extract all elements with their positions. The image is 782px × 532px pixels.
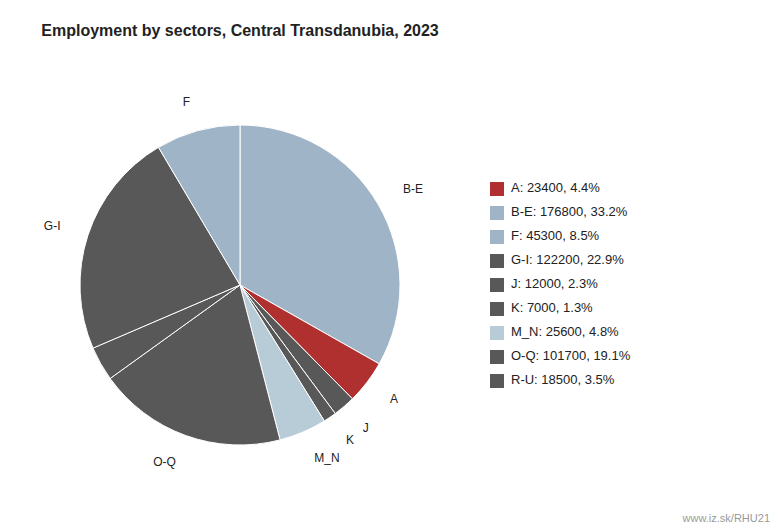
legend-swatch bbox=[490, 182, 504, 196]
legend-swatch bbox=[490, 374, 504, 388]
pie-slice bbox=[158, 125, 240, 285]
slices bbox=[80, 125, 400, 445]
legend-entry: F: 45300, 8.5% bbox=[511, 228, 600, 243]
slice-label: K bbox=[346, 433, 354, 447]
legend-entry: M_N: 25600, 4.8% bbox=[511, 324, 619, 339]
slice-label: B-E bbox=[403, 182, 423, 196]
chart: Employment by sectors, Central Transdanu… bbox=[0, 0, 782, 532]
legend-entry: A: 23400, 4.4% bbox=[511, 180, 600, 195]
legend-swatch bbox=[490, 302, 504, 316]
legend-swatch bbox=[490, 350, 504, 364]
legend-swatch bbox=[490, 278, 504, 292]
watermark: www.iz.sk/RHU21 bbox=[682, 512, 770, 524]
legend-swatch bbox=[490, 206, 504, 220]
legend-swatch bbox=[490, 230, 504, 244]
legend-entry: J: 12000, 2.3% bbox=[511, 276, 598, 291]
slice-label: J bbox=[363, 421, 369, 435]
legend: A: 23400, 4.4% B-E: 176800, 33.2% F: 45300… bbox=[490, 180, 631, 388]
legend-entry: R-U: 18500, 3.5% bbox=[511, 372, 615, 387]
slice-label: F bbox=[183, 95, 190, 109]
slice-label: A bbox=[390, 392, 398, 406]
legend-entry: B-E: 176800, 33.2% bbox=[511, 204, 628, 219]
legend-entry: K: 7000, 1.3% bbox=[511, 300, 593, 315]
title: Employment by sectors, Central Transdanu… bbox=[41, 22, 439, 39]
legend-swatch bbox=[490, 326, 504, 340]
legend-entry: O-Q: 101700, 19.1% bbox=[511, 348, 631, 363]
slice-label: M_N bbox=[314, 451, 339, 465]
slice-label: G-I bbox=[44, 219, 61, 233]
background bbox=[0, 0, 782, 532]
slice-label: O-Q bbox=[153, 455, 176, 469]
slice-labels: B-E A JK M_N O-Q G-I F bbox=[44, 95, 423, 469]
legend-entry: G-I: 122200, 22.9% bbox=[511, 252, 624, 267]
legend-swatch bbox=[490, 254, 504, 268]
